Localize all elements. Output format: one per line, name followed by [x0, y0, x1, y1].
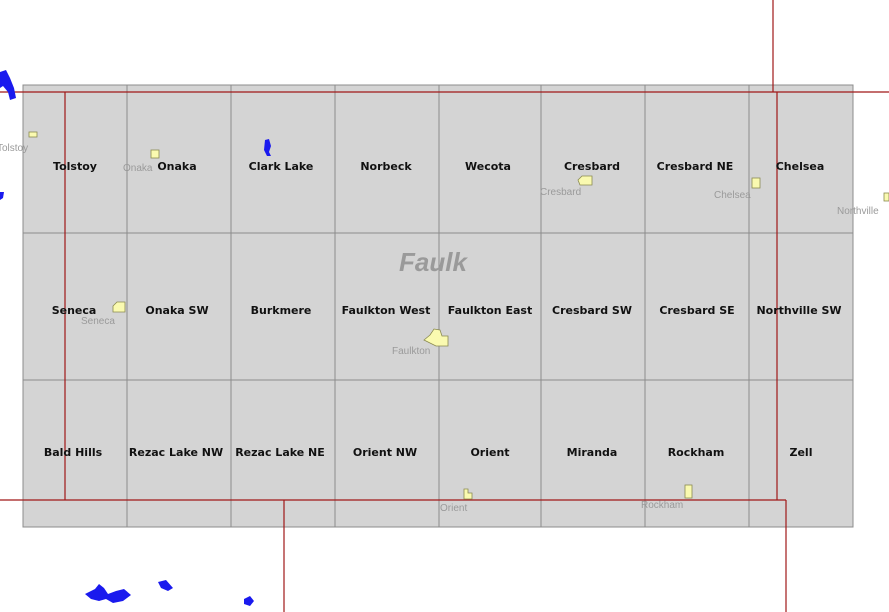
quad-label-cresbard-se: Cresbard SE	[659, 304, 734, 317]
quad-label-cresbard-sw: Cresbard SW	[552, 304, 632, 317]
clark-lake-water	[264, 139, 271, 156]
town-label-onaka: Onaka	[123, 163, 153, 174]
quad-label-bald-hills: Bald Hills	[44, 446, 103, 459]
lake-south-small	[158, 580, 173, 591]
quad-norbeck[interactable]	[334, 84, 440, 234]
quad-northville-sw[interactable]	[748, 232, 854, 381]
town-faulkton-shape[interactable]	[423, 328, 449, 347]
quad-wecota[interactable]	[438, 84, 542, 234]
town-label-northville: Northville	[837, 206, 879, 217]
town-cresbard-shape[interactable]	[577, 175, 593, 186]
quad-onaka-sw[interactable]	[126, 232, 232, 381]
quad-rockham[interactable]	[644, 379, 750, 528]
quad-label-seneca: Seneca	[52, 304, 97, 317]
quad-cresbard-sw[interactable]	[540, 232, 646, 381]
quad-cresbard-ne[interactable]	[644, 84, 750, 234]
lake-southwest	[85, 584, 131, 603]
quad-tolstoy[interactable]	[22, 84, 128, 234]
quad-faulkton-west[interactable]	[334, 232, 440, 381]
quad-label-cresbard-ne: Cresbard NE	[657, 160, 734, 173]
quad-label-rezac-lake-nw: Rezac Lake NW	[129, 446, 223, 459]
lake-west-small	[0, 192, 4, 200]
quad-rezac-lake-nw[interactable]	[126, 379, 232, 528]
town-label-tolstoy: Tolstoy	[0, 143, 28, 154]
quad-label-burkmere: Burkmere	[251, 304, 312, 317]
quad-label-faulkton-east: Faulkton East	[448, 304, 532, 317]
quad-label-orient: Orient	[470, 446, 509, 459]
town-labels: Tolstoy Onaka Cresbard Chelsea Northvill…	[0, 143, 879, 514]
town-polygons	[28, 131, 889, 500]
quad-label-wecota: Wecota	[465, 160, 511, 173]
quad-label-onaka: Onaka	[157, 160, 196, 173]
quad-label-miranda: Miranda	[567, 446, 618, 459]
town-chelsea-shape[interactable]	[751, 177, 761, 189]
quad-label-zell: Zell	[790, 446, 813, 459]
quad-labels: Tolstoy Onaka Clark Lake Norbeck Wecota …	[44, 160, 842, 459]
county-label: Faulk	[399, 247, 468, 277]
quad-label-faulkton-west: Faulkton West	[342, 304, 431, 317]
town-label-cresbard: Cresbard	[540, 187, 581, 198]
water-features	[0, 70, 271, 606]
town-onaka-shape[interactable]	[150, 149, 160, 159]
town-northville-shape[interactable]	[883, 192, 889, 202]
town-seneca-shape[interactable]	[112, 301, 126, 313]
lake-south-tiny	[244, 596, 254, 606]
quad-faulkton-east[interactable]	[438, 232, 542, 381]
town-label-chelsea: Chelsea	[714, 190, 751, 201]
quad-onaka[interactable]	[126, 84, 232, 234]
quad-clark-lake[interactable]	[230, 84, 336, 234]
quad-orient-nw[interactable]	[334, 379, 440, 528]
quad-chelsea[interactable]	[748, 84, 854, 234]
quad-label-onaka-sw: Onaka SW	[145, 304, 208, 317]
quad-label-orient-nw: Orient NW	[353, 446, 417, 459]
quad-label-clark-lake: Clark Lake	[249, 160, 314, 173]
town-orient-shape[interactable]	[463, 488, 473, 500]
quad-label-rezac-lake-ne: Rezac Lake NE	[235, 446, 325, 459]
quad-label-norbeck: Norbeck	[360, 160, 412, 173]
quad-label-northville-sw: Northville SW	[756, 304, 841, 317]
quad-label-tolstoy: Tolstoy	[53, 160, 97, 173]
town-rockham-shape[interactable]	[684, 484, 693, 499]
quad-bald-hills[interactable]	[22, 379, 128, 528]
quad-zell[interactable]	[748, 379, 854, 528]
quad-cresbard-se[interactable]	[644, 232, 750, 381]
town-label-orient: Orient	[440, 503, 467, 514]
quad-label-chelsea: Chelsea	[776, 160, 825, 173]
quad-grid	[22, 84, 854, 528]
town-label-rockham: Rockham	[641, 500, 683, 511]
lake-northwest	[0, 70, 16, 100]
quad-label-rockham: Rockham	[668, 446, 725, 459]
quad-orient[interactable]	[438, 379, 542, 528]
town-tolstoy-shape[interactable]	[28, 131, 38, 138]
quad-miranda[interactable]	[540, 379, 646, 528]
quad-label-cresbard: Cresbard	[564, 160, 620, 173]
quad-cresbard[interactable]	[540, 84, 646, 234]
quad-rezac-lake-ne[interactable]	[230, 379, 336, 528]
town-label-faulkton: Faulkton	[392, 346, 430, 357]
town-label-seneca: Seneca	[81, 316, 115, 327]
